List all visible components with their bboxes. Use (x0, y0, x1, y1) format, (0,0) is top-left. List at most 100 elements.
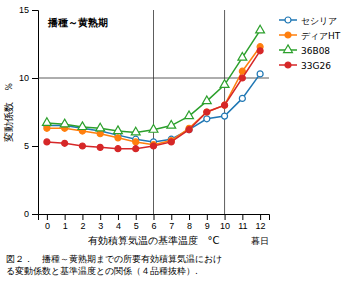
point (133, 139, 139, 145)
marker-group (239, 75, 245, 81)
tick: 0 (45, 214, 50, 231)
tick-mark (189, 214, 190, 220)
marker-group (204, 116, 210, 122)
tick: 0 (24, 209, 38, 219)
data-area (38, 10, 269, 214)
marker-group (239, 95, 245, 101)
point (222, 102, 228, 108)
point (168, 139, 174, 145)
reference-line (224, 10, 225, 214)
marker-group (220, 80, 229, 88)
tick-label: 10 (19, 73, 29, 83)
legend-marker-group (284, 45, 293, 53)
caption: る変動係数と基準温度との関係（４品種抜粋）. (6, 266, 198, 276)
reference-line (38, 78, 269, 79)
tick-label: 9 (205, 221, 210, 231)
marker-group (204, 109, 210, 115)
marker-group (185, 111, 194, 119)
annotation: 播種～黄熟期 (47, 17, 108, 28)
tick: 6 (151, 214, 156, 231)
tick: 8 (187, 214, 192, 231)
series-line (47, 30, 260, 132)
tick: 4 (116, 214, 121, 231)
marker-group (204, 109, 210, 115)
point (62, 140, 68, 146)
legend-marker (284, 45, 293, 53)
tick-label: 12 (256, 221, 266, 231)
tick-mark (47, 214, 48, 220)
marker-group (133, 139, 139, 145)
tick: 2 (80, 214, 85, 231)
marker-group (44, 139, 50, 145)
legend-item: 33G26 (279, 61, 331, 71)
marker-group (257, 48, 263, 54)
tick: 9 (205, 214, 210, 231)
tick-label: 0 (24, 209, 29, 219)
point (131, 127, 140, 135)
point (239, 95, 245, 101)
chart: 0123456789101112051015播種～黄熟期暮日有効積算気温の基準温… (0, 0, 361, 282)
point (151, 143, 157, 149)
point (186, 127, 192, 133)
point (204, 116, 210, 122)
legend-item: セシリア (279, 16, 337, 26)
tick-mark (82, 214, 83, 220)
series-line (47, 74, 260, 142)
legend-marker-group (285, 17, 291, 23)
tick-label: 5 (134, 221, 139, 231)
reference-line (153, 10, 154, 214)
texts: 播種～黄熟期暮日有効積算気温の基準温度 °C変動係数 ％ (3, 17, 269, 246)
marker-group (96, 123, 105, 131)
marker-group (97, 131, 103, 137)
legend-label: ディアHT (301, 31, 341, 41)
point (115, 135, 121, 141)
marker-group (79, 143, 85, 149)
point (238, 52, 247, 60)
tick: 10 (19, 73, 38, 83)
tick-label: 3 (98, 221, 103, 231)
tick-mark (207, 214, 208, 220)
tick-label: 7 (169, 221, 174, 231)
point (220, 80, 229, 88)
point (44, 139, 50, 145)
point (186, 127, 192, 133)
tick-label: 8 (187, 221, 192, 231)
point (257, 71, 263, 77)
tick-mark (32, 10, 38, 11)
marker-group (149, 125, 158, 133)
tick-mark (32, 78, 38, 79)
tick-mark (154, 214, 155, 220)
tick-mark (260, 214, 261, 220)
x-axis-title: 有効積算気温の基準温度 °C (88, 235, 220, 246)
marker-group (151, 143, 157, 149)
tick: 10 (220, 214, 230, 231)
tick-label: 11 (238, 221, 247, 231)
point (222, 113, 228, 119)
point (257, 48, 263, 54)
marker-group (114, 126, 123, 134)
tick-label: 4 (116, 221, 121, 231)
tick-mark (32, 214, 38, 215)
marker-group (168, 139, 174, 145)
marker-group (60, 119, 69, 127)
x-axis: 0123456789101112 (39, 214, 270, 231)
tick-mark (118, 214, 119, 220)
tick: 7 (169, 214, 174, 231)
point (204, 109, 210, 115)
legend-marker (285, 62, 291, 68)
legend-item: ディアHT (279, 31, 341, 41)
legend-marker (285, 32, 291, 38)
legend-item: 36B08 (279, 45, 330, 56)
marker-group (257, 71, 263, 77)
marker-group (42, 118, 51, 126)
point (44, 125, 50, 131)
marker-group (133, 146, 139, 152)
marker-group (78, 122, 87, 130)
legend-marker-group (285, 62, 291, 68)
tick-label: 6 (151, 221, 156, 231)
point (222, 102, 228, 108)
legend-label: 33G26 (301, 61, 331, 71)
point (78, 122, 87, 130)
tick-mark (32, 146, 38, 147)
marker-group (131, 127, 140, 135)
